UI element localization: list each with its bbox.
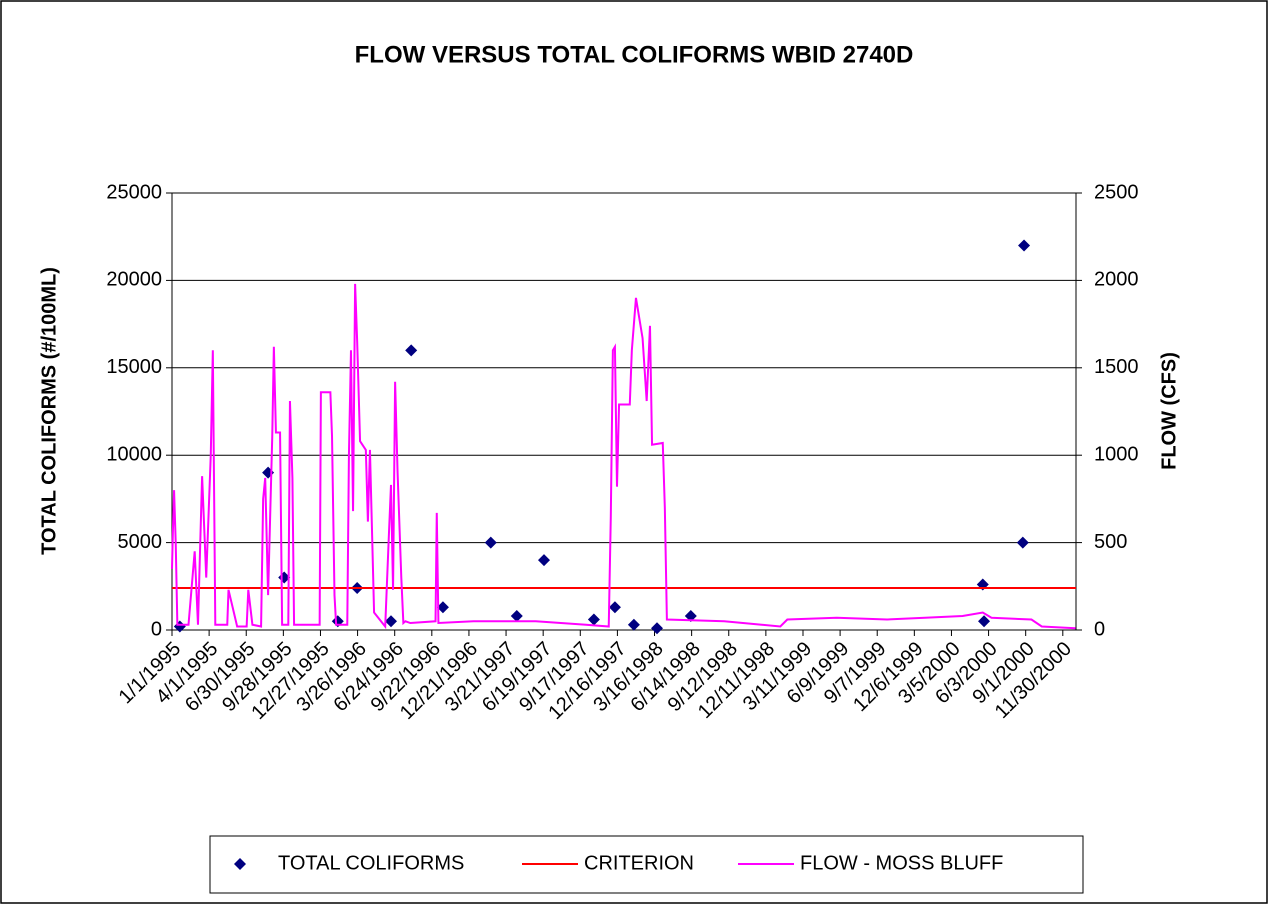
legend-label: TOTAL COLIFORMS [278,852,464,874]
legend-label: FLOW - MOSS BLUFF [800,852,1003,874]
data-point [627,618,640,631]
y-tick-label: 10000 [106,443,162,465]
chart-title: FLOW VERSUS TOTAL COLIFORMS WBID 2740D [355,41,914,68]
y2-axis-label: FLOW (CFS) [1158,352,1180,470]
y-tick-label: 20000 [106,269,162,291]
data-point [484,536,497,549]
y-tick-label: 0 [151,618,162,640]
y2-tick-label: 0 [1094,618,1105,640]
y2-tick-label: 2500 [1094,181,1139,203]
y-tick-label: 25000 [106,181,162,203]
data-point [978,615,991,628]
data-point [537,554,550,567]
data-line [171,283,1076,630]
y2-tick-label: 2000 [1094,269,1139,291]
data-point [384,615,397,628]
data-point [436,601,449,614]
data-point [608,601,621,614]
data-point [405,344,418,357]
y2-tick-label: 1500 [1094,356,1139,378]
y2-tick-label: 1000 [1094,443,1139,465]
data-point [1018,239,1031,252]
data-point [650,622,663,635]
legend-box [209,835,1084,894]
y2-tick-label: 500 [1094,531,1127,553]
y-tick-label: 15000 [106,356,162,378]
legend-marker [234,858,246,870]
data-point [1016,536,1029,549]
y-tick-label: 5000 [118,531,163,553]
data-point [510,610,523,623]
data-point [684,610,697,623]
legend-label: CRITERION [584,852,694,874]
y-axis-label: TOTAL COLIFORMS (#/100ML) [38,267,60,555]
data-point [587,613,600,626]
